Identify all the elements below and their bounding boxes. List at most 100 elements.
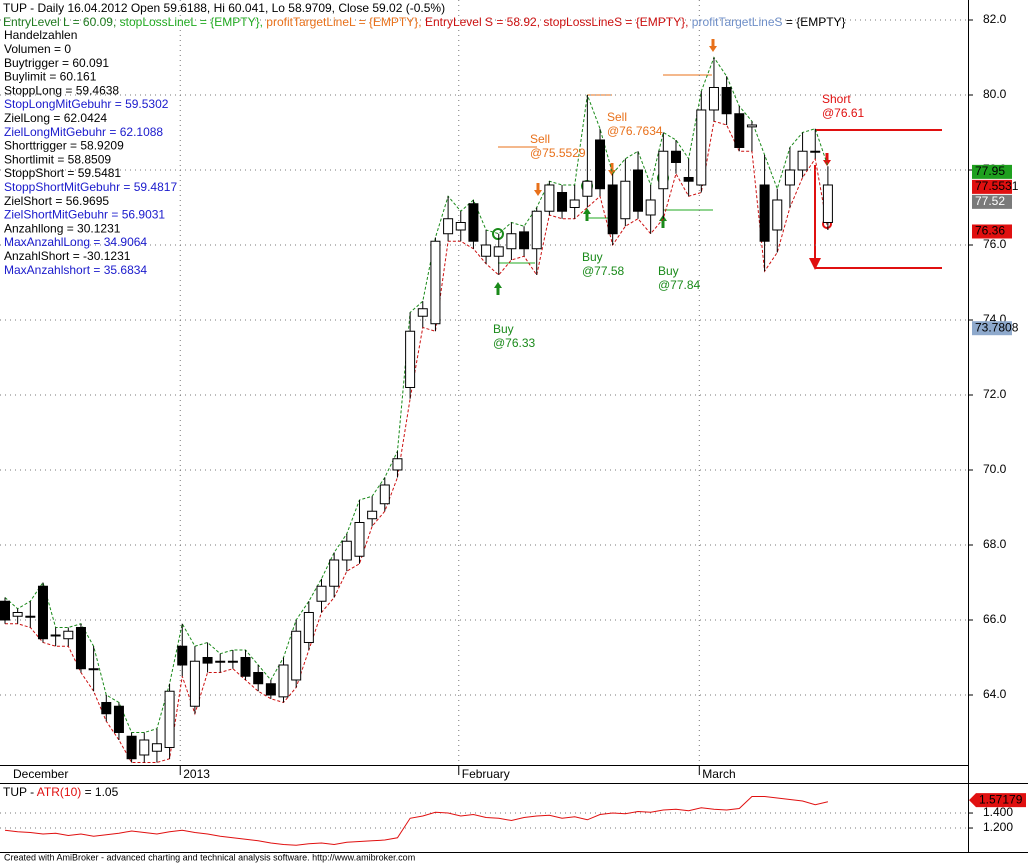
- candle-body: [455, 221, 466, 231]
- candle-body: [367, 510, 378, 520]
- signal-label: @76.61: [822, 106, 865, 120]
- candle-body: [658, 150, 669, 190]
- indicator: Volumen = 0: [4, 42, 71, 56]
- header-segment: profitTargetLineS: [692, 15, 783, 29]
- header-segment: stopLossLineL = {EMPTY},: [120, 15, 267, 29]
- y-tick-label: 1.400: [983, 805, 1013, 819]
- short-arrow: [823, 153, 831, 166]
- indicator: StoppShortMitGebuhr = 59.4817: [4, 180, 177, 194]
- candle-body: [151, 743, 162, 752]
- candle-body: [265, 683, 276, 696]
- candle-body: [417, 308, 428, 317]
- buy-arrow: [659, 215, 667, 228]
- indicator: Handelzahlen: [4, 28, 77, 42]
- signal-label: @76.33: [493, 336, 536, 350]
- candle-body: [240, 656, 251, 677]
- indicator: ZielShort = 56.9695: [4, 194, 109, 208]
- candle-body: [405, 330, 416, 388]
- signal-label: Sell: [530, 132, 550, 146]
- price-tag-label: 73.7808: [975, 320, 1019, 334]
- candle-body: [620, 180, 631, 220]
- y-tick-label: 70.0: [983, 462, 1007, 476]
- y-tick-label: 82.0: [983, 12, 1007, 26]
- indicator: Shorttrigger = 58.9209: [4, 139, 124, 153]
- price-tag-label: 77.5531: [975, 179, 1019, 193]
- sell-arrow: [534, 183, 542, 196]
- candle-body: [797, 150, 808, 171]
- candle-body: [126, 735, 137, 760]
- price-tag-label: 77.52: [975, 194, 1005, 208]
- candle-body: [569, 199, 580, 208]
- candle-body: [759, 184, 770, 242]
- candle-body: [670, 150, 681, 163]
- candle-body: [253, 671, 264, 685]
- candle-body: [506, 233, 517, 250]
- header-line: EntryLevel L = 60.09, stopLossLineL = {E…: [3, 15, 846, 29]
- candle-body: [227, 660, 238, 663]
- candle-body: [595, 139, 606, 190]
- short-range-arrow: [809, 258, 821, 270]
- candle-body: [392, 458, 403, 471]
- indicator: Buytrigger = 60.091: [4, 56, 109, 70]
- x-tick-label: February: [462, 767, 510, 781]
- candle-body: [189, 660, 200, 707]
- candle-body: [784, 169, 795, 186]
- candle-body: [354, 521, 365, 557]
- indicator: ZielLongMitGebuhr = 62.1088: [4, 125, 163, 139]
- candle-body: [746, 124, 757, 128]
- indicator: ZielLong = 62.0424: [4, 111, 107, 125]
- y-tick-label: 64.0: [983, 687, 1007, 701]
- header-segment: stopLossLineS = {EMPTY},: [543, 15, 691, 29]
- price-tag: [972, 321, 1012, 336]
- indicator: Anzahllong = 30.1231: [4, 221, 121, 235]
- candle-body: [645, 199, 656, 216]
- candle-body: [683, 176, 694, 182]
- signal-label: Buy: [493, 322, 514, 336]
- signal-label: Buy: [658, 264, 679, 278]
- indicator: Shortlimit = 58.8509: [4, 152, 111, 166]
- candle-body: [493, 246, 504, 257]
- candle-body: [0, 600, 10, 621]
- signal-label: @77.84: [658, 278, 701, 292]
- y-tick-label: 76.0: [983, 237, 1007, 251]
- header-segment: TUP - Daily 16.04.2012 Open 59.6188, Hi …: [3, 1, 445, 15]
- candle-body: [177, 645, 188, 666]
- signal-label: @76.7634: [607, 124, 663, 138]
- candle-body: [278, 664, 289, 698]
- atr-tag-label: 1.57179: [979, 792, 1023, 806]
- price-tag: [972, 179, 1012, 194]
- y-tick-label: 66.0: [983, 612, 1007, 626]
- candle-body: [329, 559, 340, 587]
- header-segment: profitTargetLineL = {EMPTY},: [266, 15, 425, 29]
- buy-arrow: [494, 282, 502, 295]
- candle-body: [582, 180, 593, 197]
- candle-body: [202, 656, 213, 664]
- atr-title: TUP - ATR(10) = 1.05: [3, 785, 119, 799]
- y-tick-label: 1.200: [983, 820, 1013, 834]
- indicator: ZielShortMitGebuhr = 56.9031: [4, 208, 165, 222]
- signal-label: Buy: [582, 250, 603, 264]
- candle-body: [341, 540, 352, 561]
- candle-body: [291, 630, 302, 681]
- candle-body: [303, 611, 314, 643]
- header-segment: EntryLevel S = 58.92,: [425, 15, 543, 29]
- candle-body: [379, 484, 390, 505]
- candle-body: [544, 184, 555, 212]
- header-segment: EntryLevel L = 60.09,: [3, 15, 120, 29]
- x-tick-label: 2013: [183, 767, 210, 781]
- candle-body: [113, 705, 124, 733]
- candle-body: [531, 210, 542, 250]
- indicator: MaxAnzahlshort = 35.6834: [4, 263, 147, 277]
- candle-body: [481, 244, 492, 257]
- indicator: MaxAnzahlLong = 34.9064: [4, 235, 147, 249]
- sell-arrow: [709, 39, 717, 52]
- candle-body: [215, 660, 226, 663]
- candle-body: [468, 203, 479, 242]
- candle-body: [721, 86, 732, 115]
- candle-body: [822, 184, 833, 223]
- candle-body: [443, 218, 454, 235]
- candle-body: [316, 585, 327, 602]
- candle-body: [88, 668, 99, 671]
- candle-body: [772, 199, 783, 231]
